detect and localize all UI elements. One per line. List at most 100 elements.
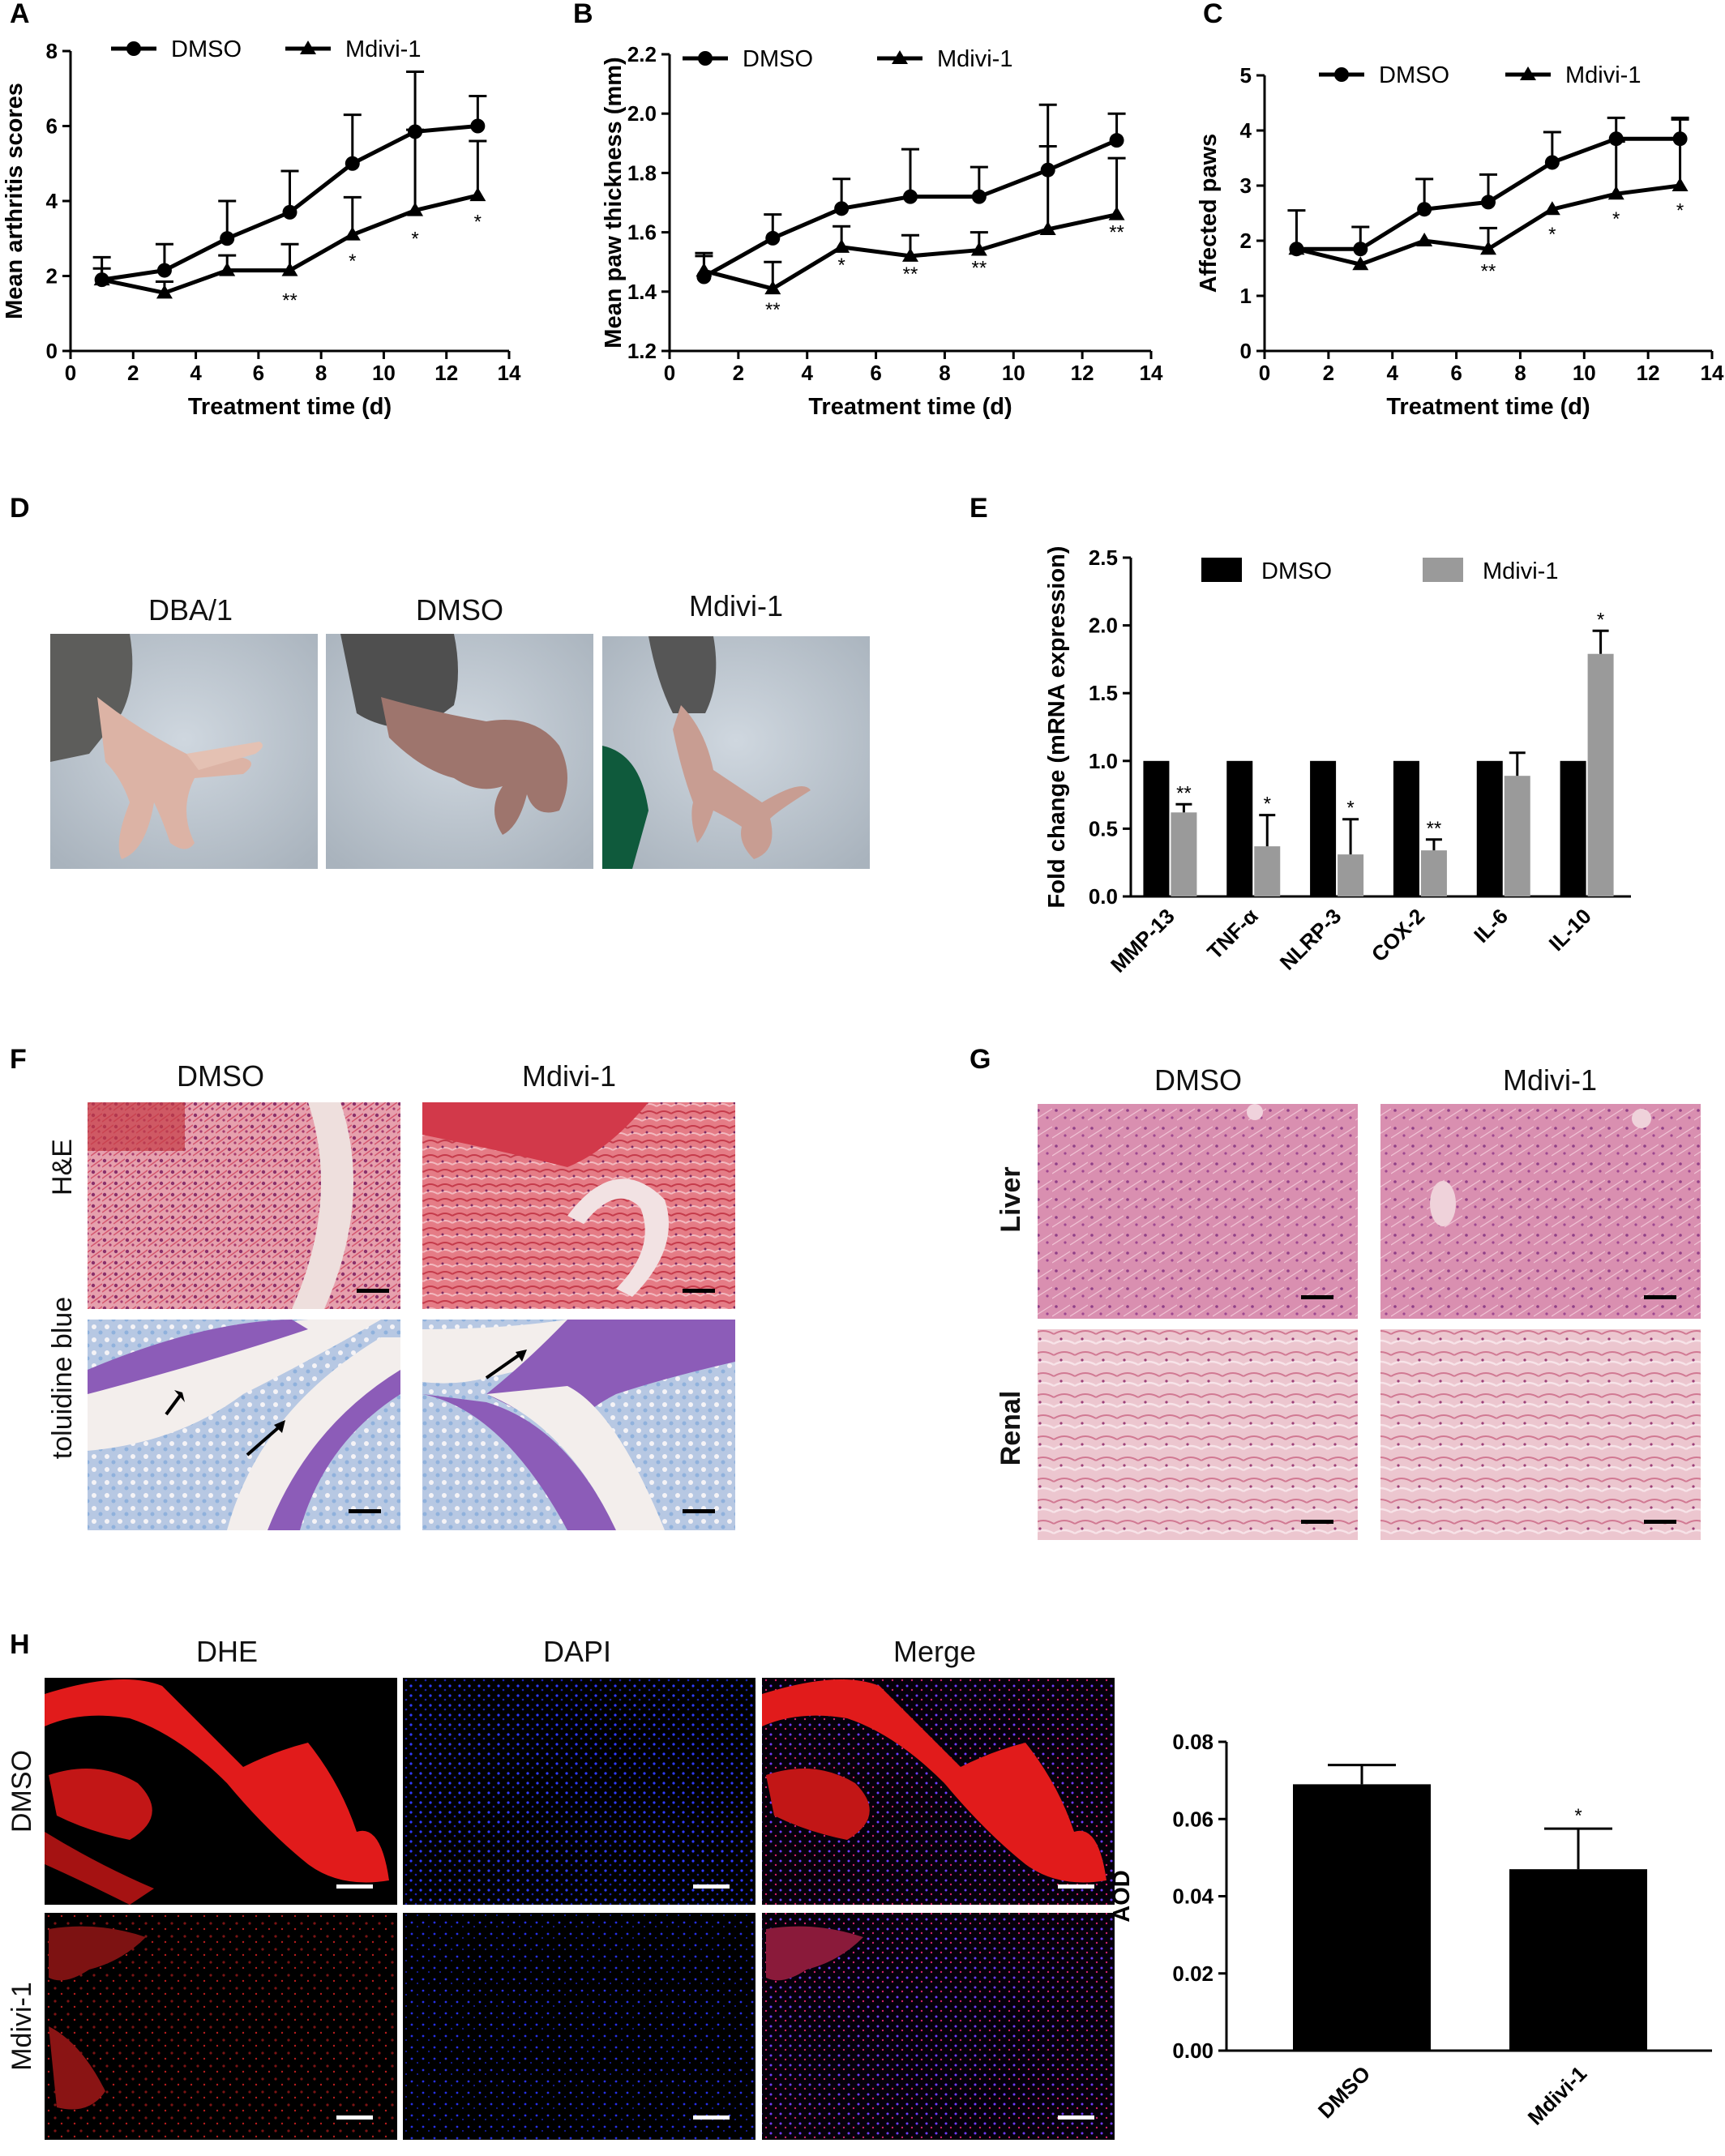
mrna-expression-chart: 0.0 0.5 1.0 1.5 2.0 2.5 Fold change (mRNA expr…: [1044, 545, 1631, 977]
significance-mark: *: [474, 211, 482, 233]
significance-mark: **: [1176, 782, 1192, 804]
photo-label-dba: DBA/1: [148, 593, 233, 627]
y-tick-label: 0.02: [1172, 1961, 1213, 1986]
x-tick-label: 0: [65, 361, 76, 385]
photo-dmso: [326, 634, 593, 869]
data-point: [281, 262, 298, 276]
category-label: IL-6: [1469, 904, 1513, 948]
y-tick-label: 1.6: [627, 220, 657, 245]
significance-mark: *: [1597, 609, 1604, 631]
data-point: [156, 263, 172, 278]
y-tick-label: 3: [1240, 173, 1252, 198]
x-tick-label: 12: [434, 361, 458, 385]
x-tick-label: 8: [1514, 361, 1526, 385]
data-point: [1671, 178, 1689, 191]
legend-label: DMSO: [171, 36, 242, 62]
x-tick-label: 2: [1323, 361, 1334, 385]
legend-label: DMSO: [1379, 62, 1449, 88]
category-label: DMSO: [1313, 2061, 1375, 2123]
photo-mdivi: [602, 636, 870, 869]
renal-image-mdivi: [1380, 1329, 1701, 1540]
y-tick-label: 4: [1240, 118, 1252, 143]
significance-mark: *: [1574, 1805, 1582, 1827]
legend-marker: [1334, 67, 1349, 82]
x-tick-label: 12: [1637, 361, 1660, 385]
x-tick-label: 8: [939, 361, 950, 385]
significance-mark: *: [1612, 208, 1620, 230]
y-tick-label: 1.0: [1089, 749, 1118, 773]
y-tick-label: 0.06: [1172, 1807, 1213, 1831]
y-tick-label: 1.8: [627, 160, 657, 185]
data-point: [1109, 133, 1124, 148]
panel-letter-a: A: [10, 0, 30, 29]
y-tick-label: 0.0: [1089, 884, 1118, 909]
bar: [1310, 760, 1337, 896]
x-tick-label: 0: [1259, 361, 1270, 385]
arthritis-score-chart: 0 2 4 6 8 0 2 4 6 8 10 12 14 Treatment time (d) Mean a…: [2, 36, 521, 420]
y-axis-title: Affected paws: [1196, 134, 1222, 293]
x-axis-title: Treatment time (d): [808, 394, 1012, 420]
data-point: [903, 189, 918, 204]
data-point: [344, 226, 361, 241]
data-point: [1607, 186, 1624, 200]
significance-mark: *: [411, 228, 418, 250]
y-tick-label: 1.4: [627, 280, 657, 304]
dapi-image-mdivi: [403, 1913, 755, 2140]
x-tick-label: 14: [1701, 361, 1724, 385]
category-label: MMP-13: [1106, 904, 1179, 977]
data-point: [1544, 155, 1560, 170]
fluor-row-mdivi: Mdivi-1: [6, 1982, 37, 2071]
data-point: [834, 201, 850, 216]
data-point: [1353, 242, 1368, 257]
y-tick-label: 0.04: [1172, 1884, 1213, 1909]
y-tick-label: 0: [1240, 339, 1252, 363]
x-tick-label: 6: [1450, 361, 1462, 385]
x-tick-label: 10: [372, 361, 396, 385]
panel-letter-c: C: [1203, 0, 1223, 29]
x-axis-title: Treatment time (d): [1386, 394, 1590, 420]
data-point: [902, 247, 918, 262]
bar: [1171, 812, 1197, 896]
data-point: [1108, 206, 1125, 220]
x-tick-label: 4: [190, 361, 202, 385]
row-label-renal: Renal: [995, 1391, 1026, 1466]
legend-marker: [892, 50, 908, 64]
panel-letter-f: F: [10, 1044, 27, 1075]
y-tick-label: 1.2: [627, 339, 657, 363]
dapi-image-dmso: [403, 1678, 755, 1905]
histology-col-mdivi: Mdivi-1: [522, 1059, 616, 1093]
x-tick-label: 12: [1071, 361, 1094, 385]
y-tick-label: 1: [1240, 284, 1252, 308]
y-tick-label: 0: [46, 339, 58, 363]
joint-histology: DMSO Mdivi-1 H&E toluidine blue: [47, 1059, 735, 1530]
category-label: COX-2: [1367, 904, 1429, 966]
data-point: [282, 204, 297, 220]
fluor-row-dmso: DMSO: [6, 1750, 37, 1833]
bar: [1560, 760, 1586, 896]
fluor-col-merge: Merge: [893, 1635, 976, 1668]
category-label: TNF-α: [1202, 904, 1262, 964]
photo-label-dmso: DMSO: [416, 593, 503, 627]
bar: [1587, 653, 1614, 896]
legend-label: Mdivi-1: [937, 46, 1012, 72]
x-tick-label: 14: [1140, 361, 1163, 385]
bar: [1509, 1869, 1647, 2051]
paw-photos: DBA/1 DMSO Mdivi-1: [50, 589, 870, 869]
bar: [1143, 760, 1170, 896]
bar: [1393, 760, 1419, 896]
legend-marker: [300, 41, 316, 54]
x-tick-label: 8: [315, 361, 327, 385]
legend-swatch: [1201, 558, 1242, 582]
legend-label: Mdivi-1: [345, 36, 421, 62]
fluorescence-images: DHE DAPI Merge DMSO Mdivi-1: [6, 1635, 1115, 2140]
x-tick-label: 4: [1386, 361, 1398, 385]
y-tick-label: 8: [46, 39, 58, 63]
data-point: [696, 263, 713, 277]
significance-mark: *: [1548, 224, 1556, 246]
fluor-col-dhe: DHE: [196, 1635, 258, 1668]
x-tick-label: 4: [801, 361, 813, 385]
bar: [1420, 850, 1447, 896]
y-tick-label: 2: [1240, 229, 1252, 253]
